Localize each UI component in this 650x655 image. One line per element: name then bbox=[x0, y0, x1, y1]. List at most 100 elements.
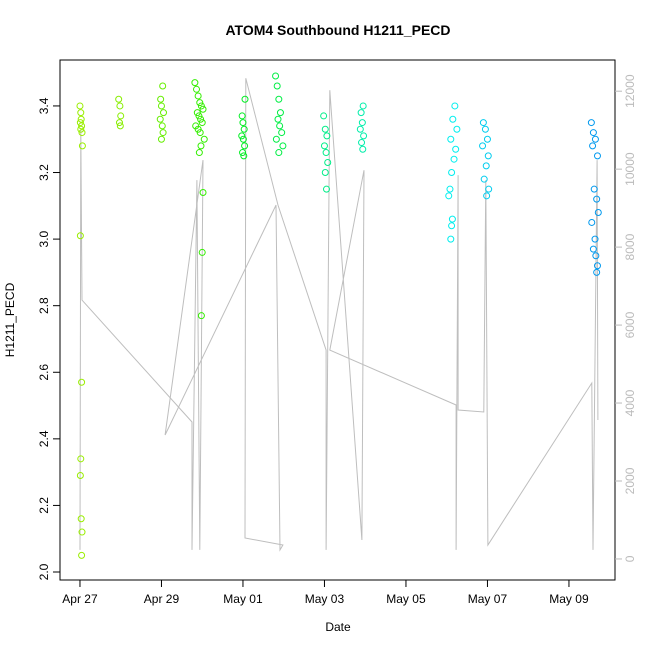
y-tick-label: 3.2 bbox=[37, 164, 51, 181]
data-point bbox=[76, 102, 84, 110]
data-point bbox=[483, 192, 491, 200]
data-point bbox=[360, 132, 368, 140]
data-point bbox=[485, 185, 493, 193]
data-point bbox=[589, 245, 597, 253]
data-point bbox=[76, 471, 84, 479]
data-point bbox=[274, 115, 282, 123]
y-tick-label: 2.6 bbox=[37, 364, 51, 381]
data-point bbox=[194, 92, 202, 100]
data-point bbox=[358, 139, 366, 147]
data-point bbox=[589, 142, 597, 150]
data-point bbox=[199, 105, 207, 113]
data-point bbox=[323, 132, 331, 140]
data-point bbox=[447, 235, 455, 243]
chart-title: ATOM4 Southbound H1211_PECD bbox=[225, 22, 450, 38]
y-axis-label: H1211_PECD bbox=[3, 282, 17, 357]
data-point bbox=[197, 142, 205, 150]
data-point bbox=[157, 135, 165, 143]
y2-tick-label: 2000 bbox=[623, 467, 637, 494]
data-point bbox=[115, 95, 123, 103]
x-tick-label: May 03 bbox=[305, 592, 345, 606]
data-point bbox=[359, 102, 367, 110]
x-tick-label: May 01 bbox=[223, 592, 263, 606]
x-axis-label: Date bbox=[325, 620, 351, 634]
data-point bbox=[78, 378, 86, 386]
data-point bbox=[116, 102, 124, 110]
data-point bbox=[199, 188, 207, 196]
data-point bbox=[448, 169, 456, 177]
data-point bbox=[322, 149, 330, 157]
data-point bbox=[196, 99, 204, 107]
data-point bbox=[238, 112, 246, 120]
data-point bbox=[77, 125, 85, 133]
data-point bbox=[159, 82, 167, 90]
y2-tick-label: 10000 bbox=[623, 152, 637, 186]
x-tick-label: Apr 27 bbox=[62, 592, 98, 606]
data-point bbox=[482, 162, 490, 170]
data-point bbox=[322, 185, 330, 193]
data-point bbox=[158, 122, 166, 130]
data-point bbox=[157, 102, 165, 110]
data-point bbox=[159, 129, 167, 137]
data-point bbox=[480, 175, 488, 183]
data-point bbox=[200, 135, 208, 143]
data-point bbox=[272, 135, 280, 143]
data-point bbox=[587, 119, 595, 127]
data-point bbox=[448, 215, 456, 223]
altitude-line bbox=[79, 78, 599, 552]
data-point bbox=[195, 112, 203, 120]
data-point bbox=[198, 248, 206, 256]
y2-tick-label: 8000 bbox=[623, 233, 637, 260]
data-point bbox=[275, 149, 283, 157]
data-point bbox=[358, 119, 366, 127]
data-point bbox=[193, 109, 201, 117]
data-point bbox=[447, 135, 455, 143]
data-point bbox=[324, 159, 332, 167]
data-point bbox=[275, 95, 283, 103]
data-point bbox=[484, 152, 492, 160]
data-point bbox=[241, 95, 249, 103]
data-point bbox=[320, 142, 328, 150]
data-point bbox=[76, 232, 84, 240]
data-point bbox=[193, 85, 201, 93]
data-point bbox=[157, 95, 165, 103]
data-point bbox=[78, 142, 86, 150]
x-tick-label: Apr 29 bbox=[144, 592, 180, 606]
data-point bbox=[321, 125, 329, 133]
data-point bbox=[276, 122, 284, 130]
data-point bbox=[272, 72, 280, 80]
y-tick-label: 3.0 bbox=[37, 230, 51, 247]
data-point bbox=[453, 125, 461, 133]
data-point bbox=[592, 252, 600, 260]
y2-tick-label: 6000 bbox=[623, 311, 637, 338]
data-point bbox=[196, 129, 204, 137]
y-tick-label: 2.4 bbox=[37, 430, 51, 447]
data-point bbox=[77, 515, 85, 523]
data-point bbox=[197, 312, 205, 320]
data-point bbox=[446, 185, 454, 193]
data-point bbox=[593, 268, 601, 276]
data-point bbox=[593, 262, 601, 270]
plot-area bbox=[76, 72, 602, 559]
data-point bbox=[359, 145, 367, 153]
data-point bbox=[240, 125, 248, 133]
data-point bbox=[117, 112, 125, 120]
y-tick-label: 3.4 bbox=[37, 97, 51, 114]
y-tick-label: 2.8 bbox=[37, 297, 51, 314]
data-point bbox=[239, 135, 247, 143]
data-point bbox=[450, 155, 458, 163]
x-tick-label: May 07 bbox=[468, 592, 508, 606]
data-point bbox=[238, 132, 246, 140]
data-point bbox=[451, 102, 459, 110]
data-point bbox=[78, 528, 86, 536]
data-point bbox=[77, 455, 85, 463]
y2-tick-label: 4000 bbox=[623, 389, 637, 416]
data-point bbox=[356, 125, 364, 133]
data-point bbox=[481, 125, 489, 133]
y2-tick-label: 0 bbox=[623, 555, 637, 562]
data-point bbox=[197, 102, 205, 110]
x-tick-label: May 05 bbox=[386, 592, 426, 606]
data-point bbox=[321, 169, 329, 177]
